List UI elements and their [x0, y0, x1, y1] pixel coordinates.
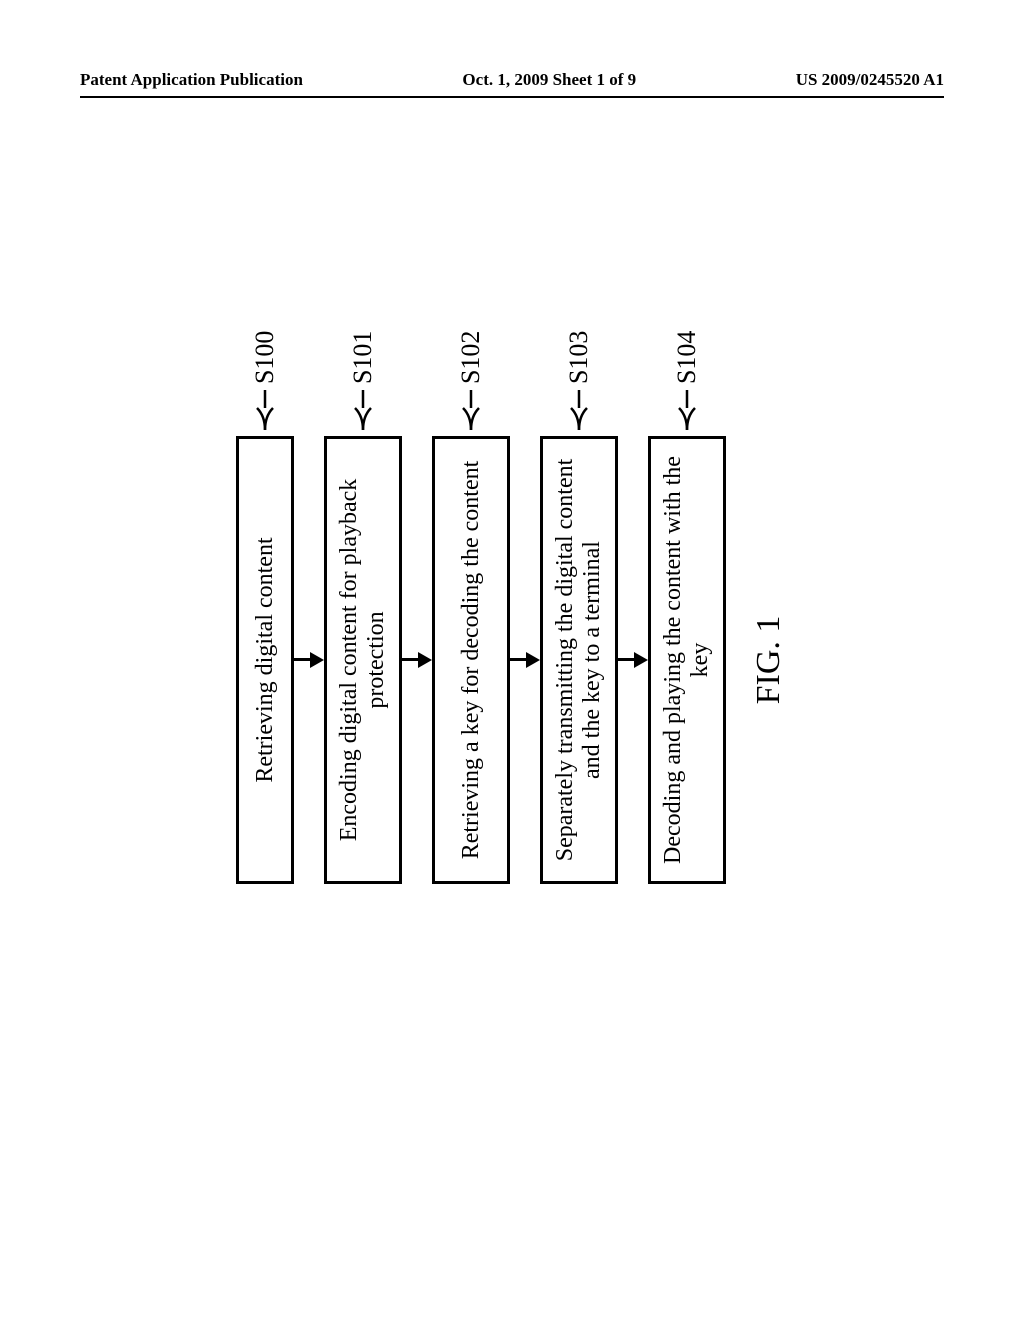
flow-step-box: Separately transmitting the digital cont…	[540, 436, 618, 884]
step-label-side: S103	[564, 300, 594, 436]
arrow-down-icon	[402, 652, 432, 668]
flow-row: Retrieving digital content S100	[236, 300, 294, 1020]
flow-row: Separately transmitting the digital cont…	[540, 300, 618, 1020]
step-label: S102	[456, 331, 486, 384]
leader-icon	[565, 386, 593, 430]
flowchart-body: Retrieving digital content S100	[236, 300, 788, 1020]
figure-caption: FIG. 1	[750, 300, 788, 1020]
step-label-side: S104	[672, 300, 702, 436]
header-left: Patent Application Publication	[80, 70, 303, 90]
step-label: S101	[348, 331, 378, 384]
leader-icon	[251, 386, 279, 430]
flow-step-text: Encoding digital content for playback pr…	[336, 453, 390, 867]
leader-icon	[457, 386, 485, 430]
flow-step-box: Decoding and playing the content with th…	[648, 436, 726, 884]
step-label-side: S101	[348, 300, 378, 436]
header-center: Oct. 1, 2009 Sheet 1 of 9	[462, 70, 636, 90]
flow-step-text: Retrieving digital content	[252, 537, 279, 782]
arrow-down-icon	[618, 652, 648, 668]
flow-step-text: Decoding and playing the content with th…	[660, 453, 714, 867]
arrow-down-icon	[510, 652, 540, 668]
flow-row: Retrieving a key for decoding the conten…	[432, 300, 510, 1020]
step-label: S104	[672, 331, 702, 384]
page: Patent Application Publication Oct. 1, 2…	[0, 0, 1024, 1320]
page-header: Patent Application Publication Oct. 1, 2…	[80, 70, 944, 98]
flow-step-text: Retrieving a key for decoding the conten…	[458, 461, 485, 860]
flow-step-box: Retrieving digital content	[236, 436, 294, 884]
step-label-side: S102	[456, 300, 486, 436]
leader-icon	[349, 386, 377, 430]
flow-row: Encoding digital content for playback pr…	[324, 300, 402, 1020]
leader-icon	[673, 386, 701, 430]
arrow-down-icon	[294, 652, 324, 668]
step-label: S103	[564, 331, 594, 384]
step-label: S100	[250, 331, 280, 384]
flow-step-box: Retrieving a key for decoding the conten…	[432, 436, 510, 884]
flow-step-text: Separately transmitting the digital cont…	[552, 453, 606, 867]
step-label-side: S100	[250, 300, 280, 436]
flowchart: Retrieving digital content S100	[236, 300, 788, 1020]
header-right: US 2009/0245520 A1	[796, 70, 944, 90]
flow-step-box: Encoding digital content for playback pr…	[324, 436, 402, 884]
flow-row: Decoding and playing the content with th…	[648, 300, 726, 1020]
